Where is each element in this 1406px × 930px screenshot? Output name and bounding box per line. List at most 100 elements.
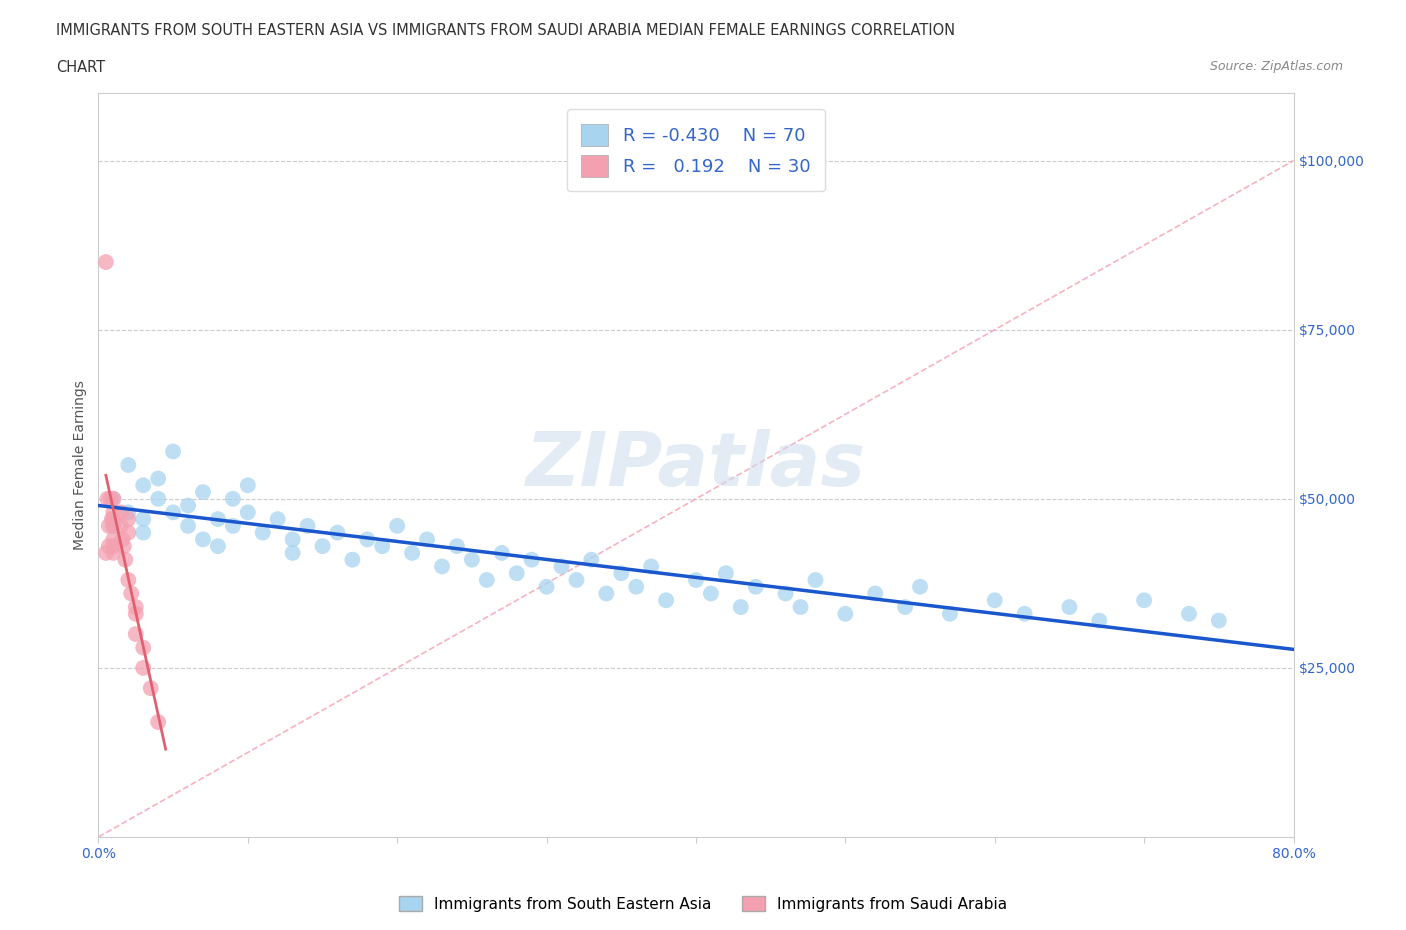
Point	[132, 525, 155, 540]
Point	[984, 592, 1007, 607]
Point	[865, 586, 887, 601]
Point	[125, 606, 148, 621]
Text: ZIPatlas: ZIPatlas	[526, 429, 866, 501]
Point	[103, 532, 125, 547]
Legend: Immigrants from South Eastern Asia, Immigrants from Saudi Arabia: Immigrants from South Eastern Asia, Immi…	[392, 889, 1014, 918]
Point	[117, 505, 139, 520]
Point	[117, 525, 139, 540]
Point	[117, 512, 139, 526]
Y-axis label: Median Female Earnings: Median Female Earnings	[73, 380, 87, 550]
Point	[236, 505, 259, 520]
Point	[1059, 600, 1081, 615]
Point	[191, 485, 214, 499]
Point	[297, 518, 319, 533]
Point	[111, 532, 134, 547]
Point	[789, 600, 811, 615]
Point	[342, 552, 364, 567]
Point	[655, 592, 678, 607]
Point	[112, 538, 135, 553]
Point	[311, 538, 333, 553]
Point	[446, 538, 468, 553]
Point	[685, 573, 707, 588]
Point	[132, 478, 155, 493]
Point	[222, 491, 245, 506]
Point	[132, 640, 155, 655]
Point	[430, 559, 453, 574]
Text: Source: ZipAtlas.com: Source: ZipAtlas.com	[1209, 60, 1343, 73]
Point	[125, 600, 148, 615]
Point	[236, 478, 259, 493]
Point	[520, 552, 543, 567]
Point	[94, 255, 117, 270]
Point	[110, 518, 132, 533]
Point	[1133, 592, 1156, 607]
Point	[103, 512, 125, 526]
Text: CHART: CHART	[56, 60, 105, 75]
Point	[162, 505, 184, 520]
Point	[132, 660, 155, 675]
Point	[267, 512, 290, 526]
Point	[1178, 606, 1201, 621]
Point	[148, 472, 170, 486]
Point	[110, 505, 132, 520]
Point	[700, 586, 723, 601]
Point	[401, 546, 423, 561]
Point	[281, 546, 304, 561]
Point	[94, 546, 117, 561]
Point	[385, 518, 409, 533]
Point	[117, 573, 139, 588]
Point	[103, 491, 125, 506]
Point	[207, 538, 229, 553]
Point	[132, 512, 155, 526]
Point	[356, 532, 378, 547]
Point	[745, 579, 768, 594]
Point	[191, 532, 214, 547]
Point	[103, 518, 125, 533]
Point	[550, 559, 572, 574]
Point	[626, 579, 648, 594]
Point	[894, 600, 917, 615]
Point	[581, 552, 603, 567]
Point	[371, 538, 394, 553]
Point	[177, 498, 200, 513]
Point	[506, 565, 529, 580]
Point	[939, 606, 962, 621]
Point	[536, 579, 558, 594]
Point	[97, 538, 120, 553]
Point	[96, 491, 118, 506]
Point	[117, 458, 139, 472]
Point	[610, 565, 633, 580]
Point	[103, 546, 125, 561]
Point	[125, 627, 148, 642]
Point	[730, 600, 752, 615]
Point	[103, 518, 125, 533]
Point	[714, 565, 737, 580]
Point	[148, 714, 170, 729]
Point	[640, 559, 662, 574]
Point	[475, 573, 498, 588]
Point	[120, 586, 142, 601]
Point	[222, 518, 245, 533]
Point	[97, 518, 120, 533]
Point	[1088, 613, 1111, 628]
Point	[1208, 613, 1230, 628]
Point	[565, 573, 588, 588]
Point	[148, 491, 170, 506]
Point	[804, 573, 827, 588]
Point	[103, 538, 125, 553]
Point	[281, 532, 304, 547]
Point	[908, 579, 931, 594]
Point	[162, 444, 184, 458]
Point	[1014, 606, 1036, 621]
Point	[252, 525, 274, 540]
Point	[139, 681, 162, 696]
Point	[461, 552, 484, 567]
Point	[834, 606, 856, 621]
Point	[114, 552, 136, 567]
Point	[595, 586, 617, 601]
Point	[491, 546, 513, 561]
Point	[103, 505, 125, 520]
Point	[326, 525, 349, 540]
Point	[416, 532, 439, 547]
Text: IMMIGRANTS FROM SOUTH EASTERN ASIA VS IMMIGRANTS FROM SAUDI ARABIA MEDIAN FEMALE: IMMIGRANTS FROM SOUTH EASTERN ASIA VS IM…	[56, 23, 955, 38]
